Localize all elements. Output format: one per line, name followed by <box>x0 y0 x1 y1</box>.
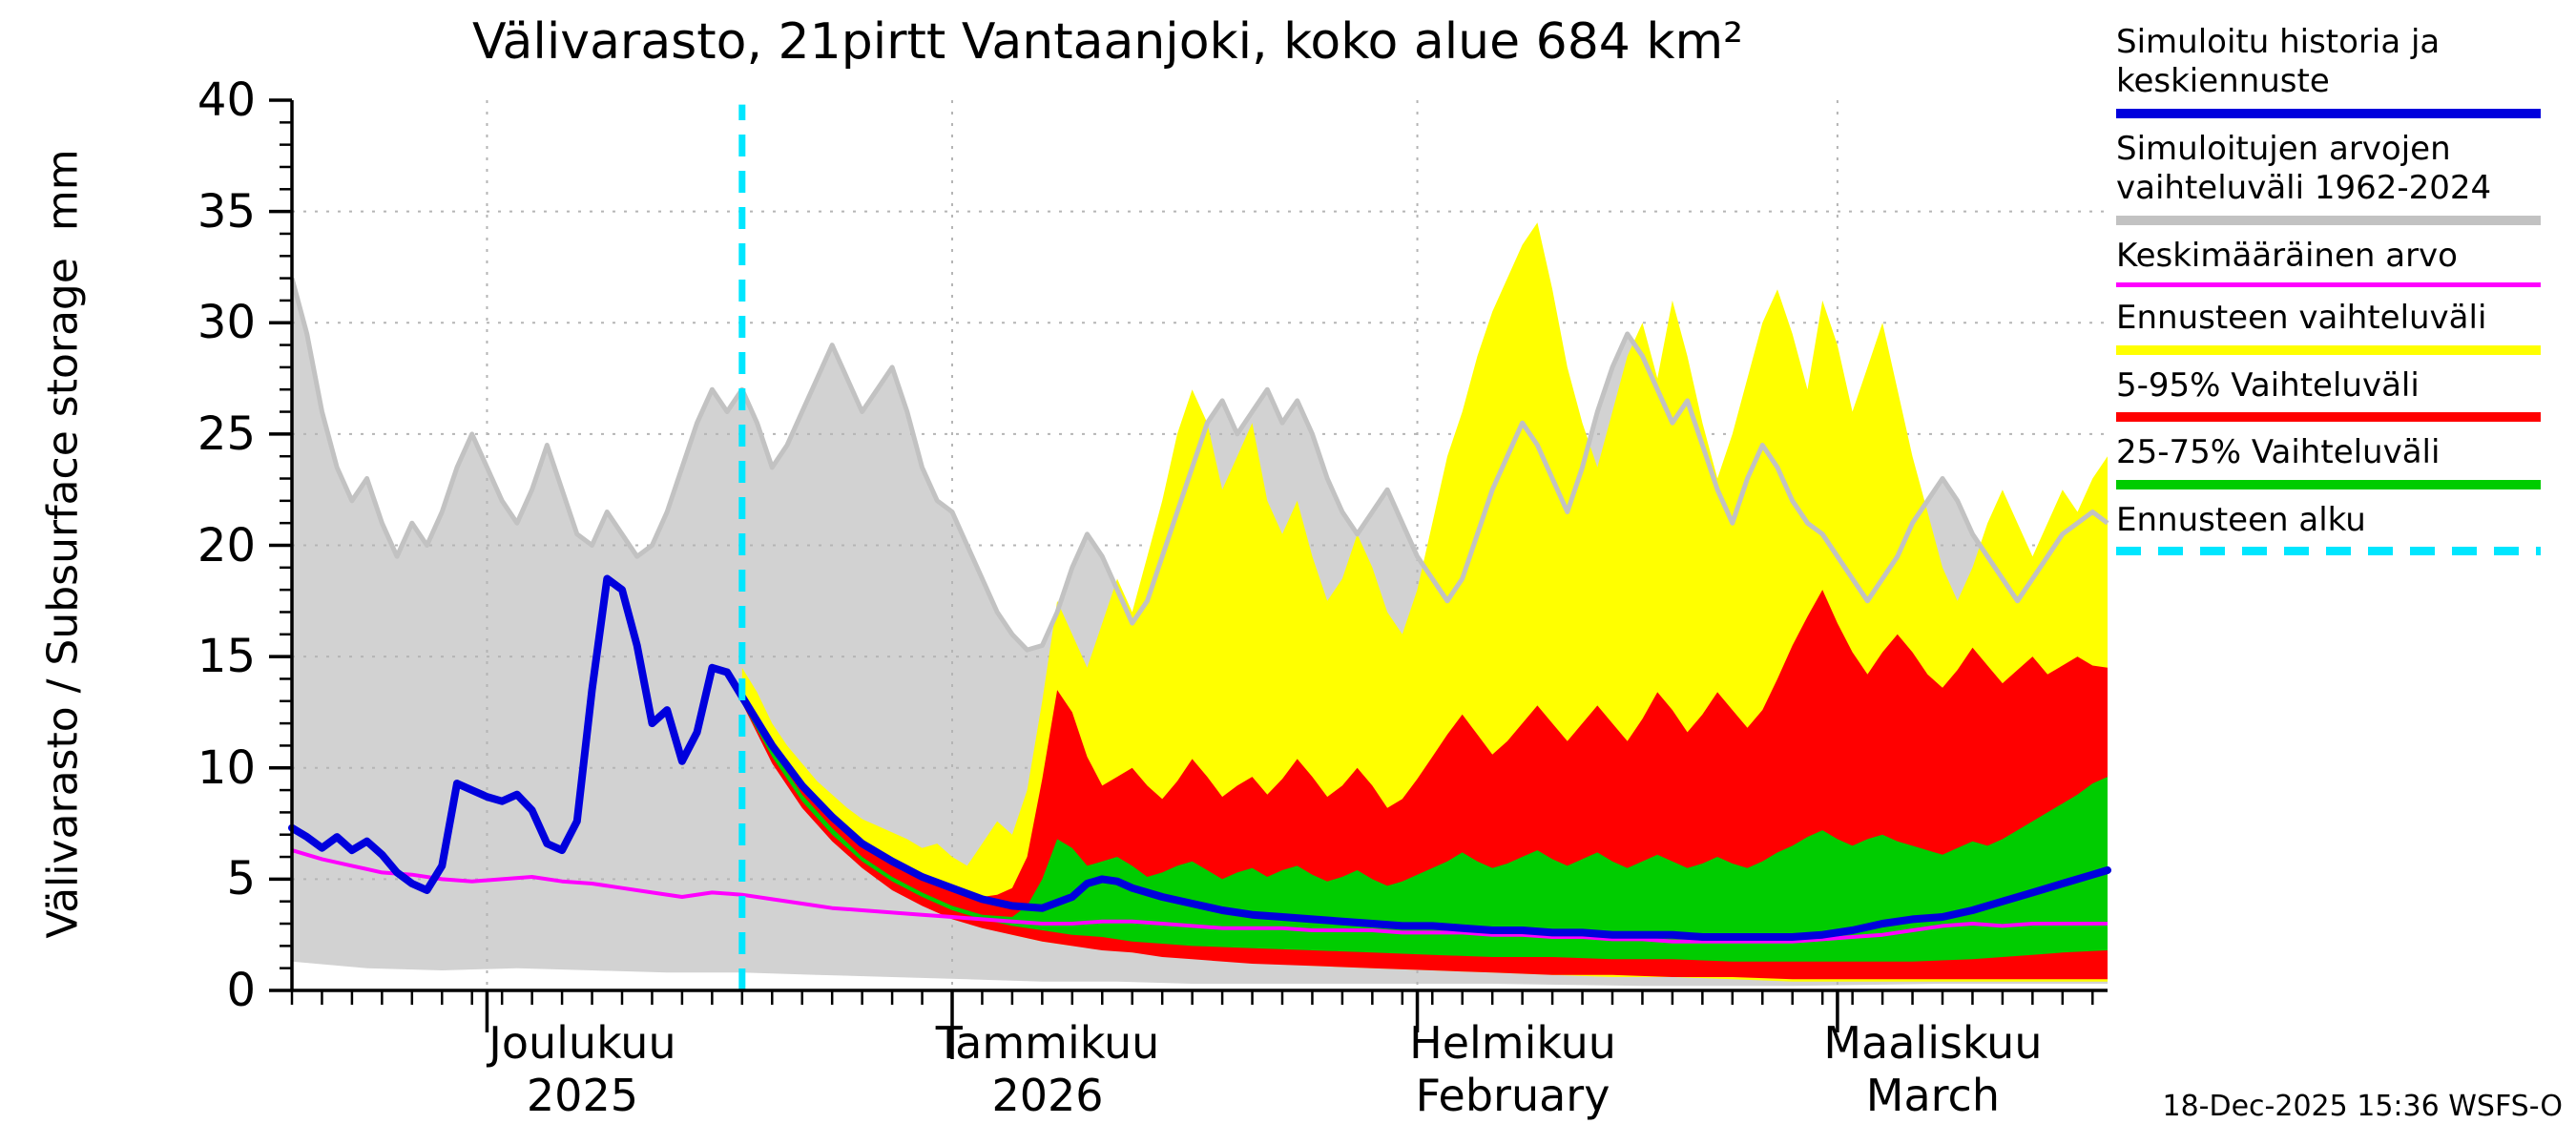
legend-item: Simuloitujen arvojen vaihteluväli 1962-2… <box>2116 130 2572 225</box>
y-tick-label: 0 <box>226 964 256 1017</box>
chart-title: Välivarasto, 21pirtt Vantaanjoki, koko a… <box>472 13 1744 71</box>
y-tick-label: 5 <box>226 852 256 906</box>
x-month-sublabel: March <box>1865 1070 2001 1122</box>
x-month-label: Tammikuu 2026 <box>936 1017 1160 1122</box>
y-tick-label: 15 <box>197 630 256 684</box>
legend-color-marker <box>2116 479 2541 489</box>
legend-item: Ennusteen vaihteluväli <box>2116 299 2572 355</box>
legend-item-label: 25-75% Vaihteluväli <box>2116 433 2441 472</box>
y-tick-label: 40 <box>197 73 256 127</box>
x-month-name: Tammikuu <box>935 1017 1160 1069</box>
legend-item: 5-95% Vaihteluväli <box>2116 365 2572 423</box>
legend: Simuloitu historia ja keskiennuste Simulo… <box>2116 23 2572 567</box>
legend-color-marker <box>2116 547 2541 556</box>
timestamp: 18-Dec-2025 15:36 WSFS-O <box>2162 1090 2563 1123</box>
y-tick-label: 25 <box>197 406 256 461</box>
x-month-label: Maaliskuu March <box>1823 1017 2042 1122</box>
x-month-label: Joulukuu 2025 <box>488 1017 675 1122</box>
x-month-sublabel: February <box>1415 1070 1610 1122</box>
legend-color-marker <box>2116 282 2541 288</box>
legend-item-label: Keskimääräinen arvo <box>2116 236 2458 275</box>
legend-color-marker <box>2116 344 2541 355</box>
legend-item-label: Ennusteen vaihteluväli <box>2116 299 2487 338</box>
x-month-name: Maaliskuu <box>1823 1017 2043 1069</box>
legend-color-marker <box>2116 412 2541 423</box>
y-tick-label: 35 <box>197 184 256 239</box>
mean-forecast-line <box>288 574 2111 941</box>
legend-item: Ennusteen alku <box>2116 500 2572 556</box>
x-month-name: Joulukuu <box>488 1017 676 1069</box>
y-tick-label: 10 <box>197 740 256 795</box>
legend-item-label: Ennusteen alku <box>2116 500 2366 539</box>
x-month-label: Helmikuu February <box>1409 1017 1616 1122</box>
legend-item-label: Simuloitujen arvojen vaihteluväli 1962-2… <box>2116 129 2492 208</box>
legend-item: Simuloitu historia ja keskiennuste <box>2116 23 2572 118</box>
legend-item-label: 5-95% Vaihteluväli <box>2116 365 2420 405</box>
y-axis-label: Välivarasto / Subsurface storage mm <box>38 149 88 939</box>
x-month-name: Helmikuu <box>1409 1017 1616 1069</box>
x-month-sublabel: 2025 <box>526 1070 638 1122</box>
range-25-75-area <box>741 700 2108 962</box>
legend-item: 25-75% Vaihteluväli <box>2116 433 2572 489</box>
y-tick-label: 30 <box>197 296 256 350</box>
legend-color-marker <box>2116 215 2541 225</box>
average-line <box>291 848 2108 944</box>
y-tick-label: 20 <box>197 518 256 572</box>
legend-color-marker <box>2116 108 2541 118</box>
legend-item: Keskimääräinen arvo <box>2116 236 2572 288</box>
x-month-sublabel: 2026 <box>991 1070 1104 1122</box>
legend-item-label: Simuloitu historia ja keskiennuste <box>2116 23 2441 101</box>
hist-range-upper-line <box>289 277 2109 653</box>
